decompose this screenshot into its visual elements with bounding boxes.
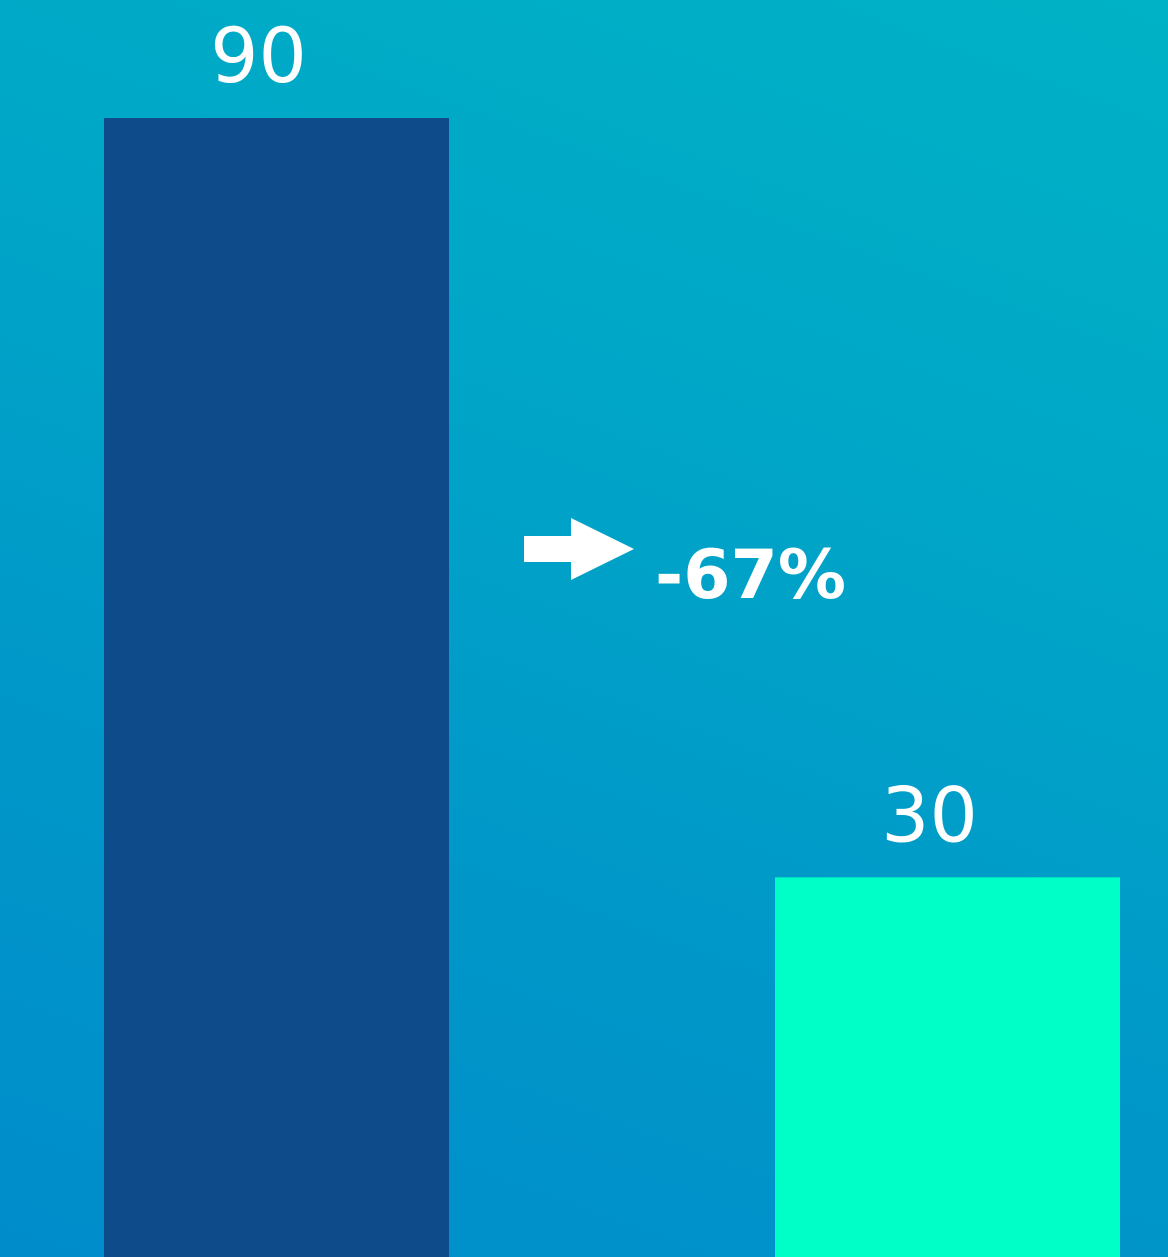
bar-value-label-2: 30 (881, 770, 978, 859)
bar-2 (775, 877, 1120, 1257)
bar-1 (104, 118, 449, 1257)
change-label: -67% (655, 536, 846, 615)
bars-group (104, 118, 1120, 1257)
change-annotation: -67% (524, 518, 846, 615)
value-labels-group: 90 30 (210, 11, 978, 859)
bar-value-label-1: 90 (210, 11, 307, 100)
arrow-right-icon (524, 518, 634, 580)
